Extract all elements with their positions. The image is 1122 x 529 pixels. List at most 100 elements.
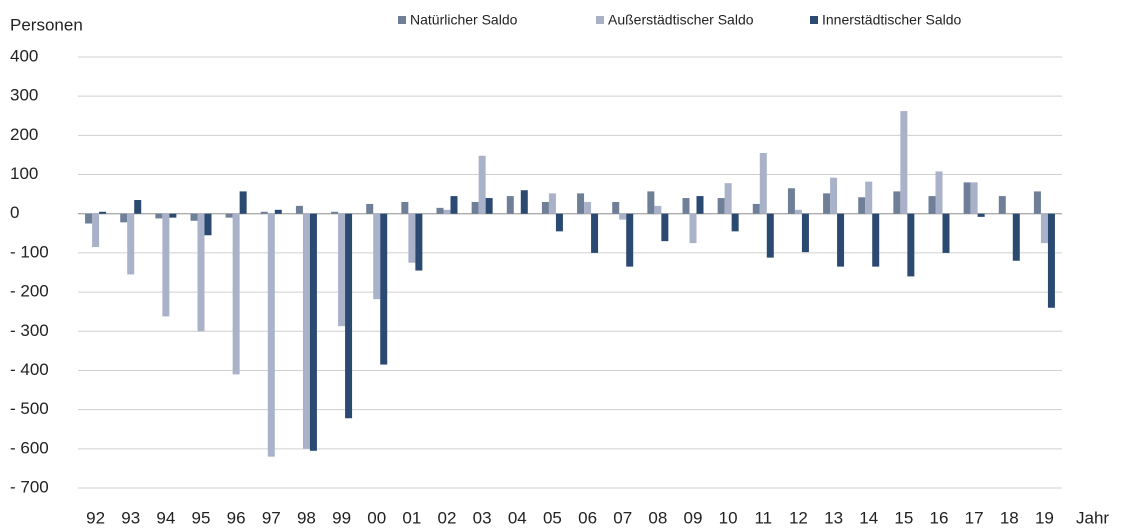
bar xyxy=(232,213,240,375)
y-tick-label: - 200 xyxy=(10,282,49,301)
bar xyxy=(591,213,599,253)
x-tick-label: 08 xyxy=(648,508,667,527)
bar xyxy=(963,182,971,214)
legend-label: Außerstädtischer Saldo xyxy=(608,12,754,28)
bar xyxy=(120,213,128,223)
bar xyxy=(506,196,514,214)
bar xyxy=(787,188,795,214)
bar xyxy=(942,213,950,253)
bar xyxy=(485,198,493,214)
y-tick-label: - 600 xyxy=(10,438,49,457)
bar xyxy=(759,152,767,214)
bar xyxy=(619,213,627,220)
x-tick-label: 04 xyxy=(508,508,527,527)
bar xyxy=(928,196,936,214)
bar xyxy=(155,213,163,219)
bar xyxy=(260,211,268,214)
bar xyxy=(239,191,247,214)
bar xyxy=(295,205,303,214)
bar xyxy=(541,201,549,214)
bar xyxy=(682,198,690,214)
x-tick-label: 15 xyxy=(894,508,913,527)
bar xyxy=(731,213,739,232)
x-tick-label: 95 xyxy=(192,508,211,527)
legend-swatch xyxy=(596,16,604,24)
bar xyxy=(99,211,107,214)
bar xyxy=(696,196,704,214)
y-tick-label: - 300 xyxy=(10,321,49,340)
bar xyxy=(1012,213,1020,261)
x-tick-label: 96 xyxy=(227,508,246,527)
bar xyxy=(127,213,135,275)
bar xyxy=(801,213,809,253)
x-tick-label: 02 xyxy=(438,508,457,527)
bar xyxy=(612,201,620,214)
bar xyxy=(309,213,317,451)
x-tick-label: 12 xyxy=(789,508,808,527)
bar xyxy=(766,213,774,258)
bar xyxy=(345,213,353,419)
bar xyxy=(1040,213,1048,244)
bar xyxy=(577,193,585,214)
y-tick-label: 200 xyxy=(10,125,38,144)
bar xyxy=(85,213,93,224)
bar xyxy=(190,213,198,221)
bar xyxy=(401,201,409,214)
bar xyxy=(872,213,880,267)
x-tick-label: 03 xyxy=(473,508,492,527)
bar xyxy=(162,213,170,317)
bar xyxy=(584,201,592,214)
bar xyxy=(92,213,100,248)
bar xyxy=(1047,213,1055,308)
bar xyxy=(555,213,563,232)
x-tick-label: 01 xyxy=(402,508,421,527)
bar xyxy=(647,191,655,214)
x-tick-label: 93 xyxy=(121,508,140,527)
bar xyxy=(837,213,845,267)
x-tick-label: 97 xyxy=(262,508,281,527)
x-tick-label: 09 xyxy=(684,508,703,527)
y-tick-label: - 100 xyxy=(10,242,49,261)
y-tick-label: - 700 xyxy=(10,477,49,496)
bar xyxy=(689,213,697,244)
x-tick-label: 94 xyxy=(156,508,175,527)
bar xyxy=(907,213,915,277)
bar xyxy=(471,201,479,214)
bar xyxy=(450,196,458,214)
bar xyxy=(415,213,423,271)
bar xyxy=(380,213,388,365)
bar xyxy=(998,196,1006,214)
bar xyxy=(626,213,634,267)
bar xyxy=(1033,191,1041,214)
x-tick-label: 14 xyxy=(859,508,878,527)
x-tick-label: 05 xyxy=(543,508,562,527)
bar xyxy=(197,213,205,332)
y-tick-label: 300 xyxy=(10,86,38,105)
bar xyxy=(302,213,310,449)
bar xyxy=(858,197,866,214)
bar xyxy=(478,155,486,214)
x-tick-label: 17 xyxy=(965,508,984,527)
y-tick-label: 100 xyxy=(10,164,38,183)
bar xyxy=(267,213,275,457)
x-tick-label: 11 xyxy=(754,508,772,527)
legend-swatch xyxy=(810,16,818,24)
bar xyxy=(661,213,669,242)
bar xyxy=(935,171,943,214)
bar xyxy=(717,198,725,214)
bar xyxy=(752,203,760,214)
x-tick-label: 06 xyxy=(578,508,597,527)
bar xyxy=(204,213,212,236)
bar xyxy=(970,182,978,214)
bar xyxy=(225,213,233,218)
bar xyxy=(794,209,802,214)
y-tick-label: 0 xyxy=(10,203,19,222)
bar xyxy=(169,213,177,218)
legend-label: Natürlicher Saldo xyxy=(410,12,518,28)
x-axis-label: Jahr xyxy=(1076,508,1109,527)
legend-label: Innerstädtischer Saldo xyxy=(822,12,962,28)
x-tick-label: 18 xyxy=(1000,508,1019,527)
bar xyxy=(373,213,381,300)
bar xyxy=(900,111,908,214)
